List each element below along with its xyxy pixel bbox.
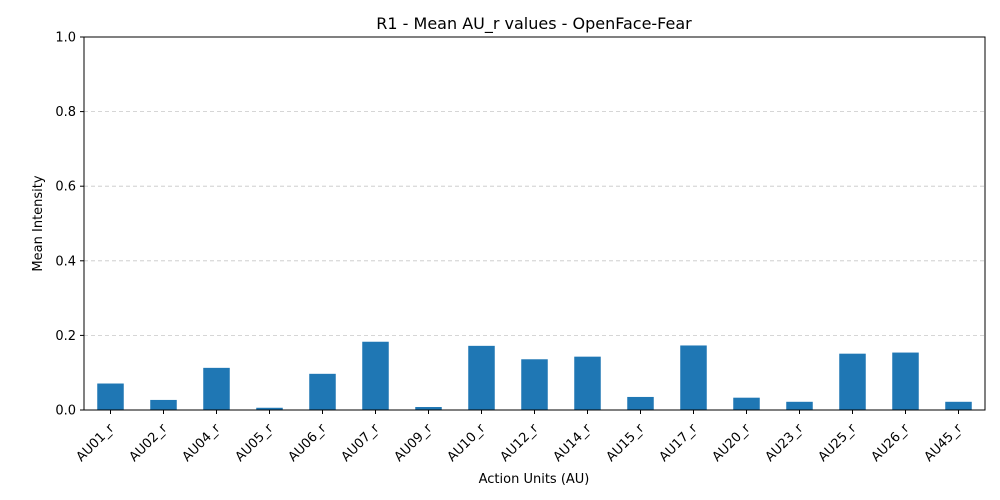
y-tick-label: 0.2 — [55, 329, 76, 344]
y-tick-label: 0.6 — [55, 180, 76, 195]
y-axis-label: Mean Intensity — [31, 175, 46, 271]
bar-au45-r — [945, 401, 972, 410]
y-axis-ticks: 0.0 0.2 0.4 0.6 0.8 1.0 — [55, 31, 84, 419]
bar-au04-r — [203, 367, 230, 410]
bar-au06-r — [309, 373, 336, 410]
x-axis-label: Action Units (AU) — [479, 472, 590, 487]
x-tick-label: AU14_r — [551, 421, 595, 465]
x-tick-label: AU04_r — [180, 421, 224, 465]
x-tick-label: AU12_r — [498, 421, 542, 465]
x-tick-label: AU45_r — [922, 421, 966, 465]
bar-au09-r — [415, 407, 442, 410]
gridlines — [84, 111, 985, 336]
x-tick-label: AU05_r — [233, 421, 277, 465]
x-tick-label: AU26_r — [869, 421, 913, 465]
bar-au14-r — [574, 356, 601, 410]
y-tick-label: 0.0 — [55, 404, 76, 419]
bars — [97, 341, 972, 410]
bar-au25-r — [839, 353, 866, 410]
x-tick-label: AU06_r — [286, 421, 330, 465]
bar-au02-r — [150, 399, 177, 410]
y-tick-label: 1.0 — [55, 31, 76, 46]
bar-au10-r — [468, 345, 495, 410]
x-tick-label: AU23_r — [763, 421, 807, 465]
x-tick-label: AU17_r — [657, 421, 701, 465]
x-tick-label: AU01_r — [74, 421, 118, 465]
x-tick-label: AU15_r — [604, 421, 648, 465]
x-tick-label: AU09_r — [392, 421, 436, 465]
bar-au12-r — [521, 359, 548, 410]
chart-title: R1 - Mean AU_r values - OpenFace-Fear — [376, 14, 692, 34]
x-tick-label: AU20_r — [710, 421, 754, 465]
bar-au01-r — [97, 383, 124, 410]
x-tick-label: AU25_r — [816, 421, 860, 465]
bar-au07-r — [362, 341, 389, 410]
x-tick-label: AU10_r — [445, 421, 489, 465]
x-tick-label: AU02_r — [127, 421, 171, 465]
y-tick-label: 0.8 — [55, 105, 76, 120]
bar-au26-r — [892, 352, 919, 410]
bar-au20-r — [733, 397, 760, 410]
bar-au17-r — [680, 345, 707, 410]
x-tick-label: AU07_r — [339, 421, 383, 465]
y-tick-label: 0.4 — [55, 254, 76, 269]
bar-au23-r — [786, 401, 813, 410]
x-axis-ticks: AU01_r AU02_r AU04_r AU05_r AU06_r AU07_r AU09… — [74, 410, 966, 465]
bar-au15-r — [627, 396, 654, 410]
bar-au05-r — [256, 407, 283, 410]
